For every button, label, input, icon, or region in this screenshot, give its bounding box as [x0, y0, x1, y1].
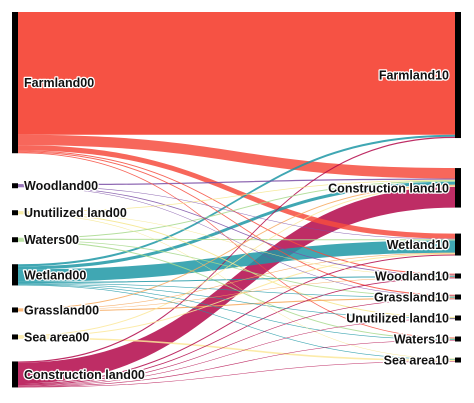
flow-waters00-to-grassland10 [18, 239, 455, 298]
target-node-bar-grassland10 [455, 294, 461, 300]
source-node-bar-grassland00 [12, 307, 18, 313]
flow-construction-land00-to-waters10 [18, 340, 455, 387]
source-node-bar-sea-area00 [12, 334, 18, 340]
flow-wetland00-to-farmland10 [18, 134, 455, 267]
flow-waters00-to-construction-land10 [18, 180, 455, 239]
flow-construction-land00-to-construction-land10 [18, 186, 455, 384]
target-node-label-unutilized-land10: Unutilized land10 [346, 312, 449, 326]
source-node-bar-waters00 [12, 237, 18, 243]
flow-waters00-to-waters10 [18, 240, 455, 340]
flow-construction-land00-to-wetland10 [18, 254, 455, 385]
flow-unutilized-land00-to-construction-land10 [18, 179, 455, 213]
flow-unutilized-land00-to-unutilized-land10 [18, 212, 455, 318]
source-node-bar-farmland00 [12, 12, 18, 154]
flow-farmland00-to-farmland10 [18, 12, 455, 135]
target-node-bar-construction-land10 [455, 168, 461, 208]
flow-wetland00-to-unutilized-land10 [18, 283, 455, 319]
flow-grassland00-to-woodland10 [18, 277, 455, 311]
flow-woodland00-to-construction-land10 [18, 178, 455, 186]
target-node-label-woodland10: Woodland10 [375, 270, 449, 284]
flow-farmland00-to-grassland10 [18, 151, 455, 296]
source-node-label-woodland00: Woodland00 [24, 179, 98, 193]
flow-woodland00-to-woodland10 [18, 185, 455, 276]
flow-farmland00-to-waters10 [18, 152, 455, 339]
target-node-label-farmland10: Farmland10 [379, 69, 449, 83]
source-node-label-waters00: Waters00 [24, 233, 79, 247]
source-node-label-unutilized-land00: Unutilized land00 [24, 206, 127, 220]
flow-construction-land00-to-woodland10 [18, 277, 455, 386]
flow-unutilized-land00-to-woodland10 [18, 212, 455, 277]
source-node-label-construction-land00: Construction land00 [24, 368, 145, 382]
target-node-bar-waters10 [455, 336, 461, 342]
flow-grassland00-to-wetland10 [18, 252, 455, 311]
flow-wetland00-to-construction-land10 [18, 181, 455, 270]
target-node-bar-wetland10 [455, 233, 461, 256]
flow-woodland00-to-grassland10 [18, 186, 455, 297]
node-labels: Farmland00 Woodland00 Unutilized land00 Wat… [23, 67, 451, 383]
flow-sea-area00-to-wetland10 [18, 253, 455, 338]
source-node-bar-construction-land00 [12, 361, 18, 388]
source-node-bar-wetland00 [12, 264, 18, 286]
target-node-bar-sea-area10 [455, 357, 461, 363]
source-node-label-farmland00: Farmland00 [24, 76, 94, 90]
flow-unutilized-land00-to-sea-area10 [18, 213, 455, 359]
flow-sea-area00-to-sea-area10 [18, 337, 455, 362]
flow-wetland00-to-grassland10 [18, 282, 455, 298]
flow-sea-area00-to-construction-land10 [18, 185, 455, 337]
flow-farmland00-to-wetland10 [18, 145, 455, 239]
target-node-bar-farmland10 [455, 12, 461, 139]
flow-construction-land00-to-grassland10 [18, 298, 455, 386]
target-node-bar-woodland10 [455, 273, 461, 279]
flow-construction-land00-to-sea-area10 [18, 361, 455, 388]
flow-construction-land00-to-farmland10 [18, 136, 455, 363]
target-node-label-grassland10: Grassland10 [374, 291, 449, 305]
flow-grassland00-to-construction-land10 [18, 184, 455, 310]
flow-wetland00-to-sea-area10 [18, 284, 455, 360]
source-node-label-wetland00: Wetland00 [24, 268, 86, 282]
source-node-bar-unutilized-land00 [12, 210, 18, 216]
flow-wetland00-to-woodland10 [18, 276, 455, 283]
flow-woodland00-to-wetland10 [18, 185, 455, 240]
flow-waters00-to-wetland10 [18, 238, 455, 241]
flow-grassland00-to-grassland10 [18, 297, 455, 312]
source-node-label-sea-area00: Sea area00 [24, 330, 89, 344]
node-bars [12, 12, 461, 388]
flow-construction-land00-to-unutilized-land10 [18, 318, 455, 387]
flow-farmland00-to-construction-land10 [18, 134, 455, 179]
source-node-bar-woodland00 [12, 183, 18, 189]
target-node-label-construction-land10: Construction land10 [328, 181, 449, 195]
target-node-label-waters10: Waters10 [394, 333, 449, 347]
target-node-label-sea-area10: Sea area10 [384, 354, 449, 368]
flow-wetland00-to-waters10 [18, 284, 455, 340]
source-node-label-grassland00: Grassland00 [24, 303, 99, 317]
target-node-bar-unutilized-land10 [455, 315, 461, 321]
target-node-label-wetland10: Wetland10 [387, 238, 449, 252]
flow-links [18, 12, 455, 388]
